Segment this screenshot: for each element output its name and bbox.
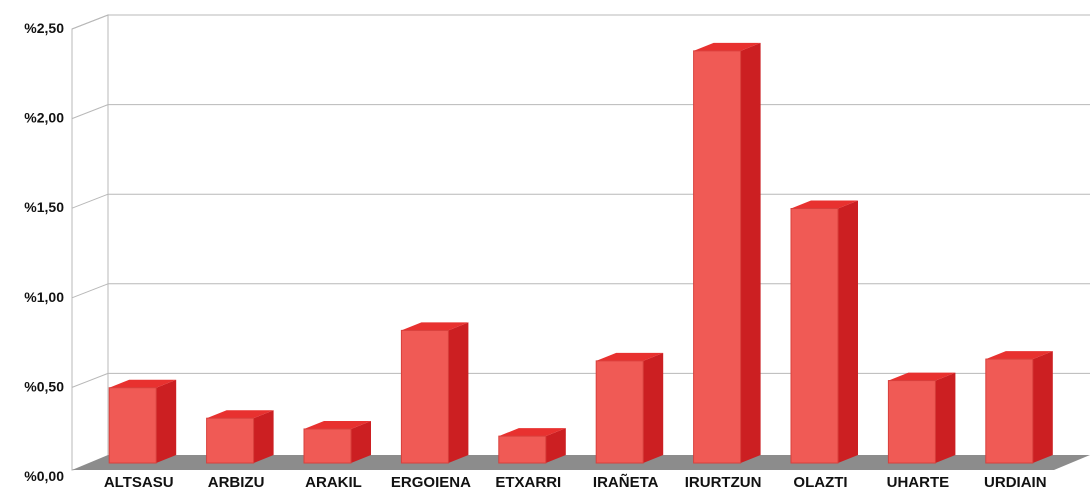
gridline-side bbox=[71, 104, 109, 120]
bar bbox=[400, 322, 469, 464]
bar bbox=[206, 410, 274, 464]
bar-top bbox=[401, 322, 469, 331]
bar-side bbox=[740, 42, 761, 464]
bar-side bbox=[643, 352, 664, 463]
bar-front bbox=[108, 387, 157, 464]
bar-top bbox=[985, 351, 1053, 360]
bar-side bbox=[448, 322, 469, 463]
x-tick-label: OLAZTI bbox=[793, 474, 847, 491]
bar-side bbox=[351, 420, 371, 463]
x-tick-label: ALTSASU bbox=[104, 474, 174, 491]
x-tick-label: URDIAIN bbox=[984, 474, 1047, 491]
bar-top bbox=[596, 352, 664, 361]
bar-side bbox=[838, 200, 858, 463]
bar-top bbox=[206, 410, 274, 419]
bar-top bbox=[109, 379, 177, 388]
x-tick-label: IRAÑETA bbox=[593, 473, 659, 491]
bar bbox=[790, 200, 858, 464]
y-tick-label: %1,00 bbox=[24, 289, 64, 305]
bar-top bbox=[498, 428, 566, 437]
bar bbox=[693, 42, 761, 464]
bars bbox=[108, 42, 1053, 464]
x-tick-label: ERGOIENA bbox=[391, 474, 471, 491]
bar-top bbox=[304, 420, 371, 429]
bar-front bbox=[498, 435, 547, 464]
x-tick-label: IRURTZUN bbox=[685, 474, 762, 491]
bar-side bbox=[156, 379, 177, 463]
y-tick-label: %2,50 bbox=[24, 20, 64, 36]
x-tick-label: ETXARRI bbox=[495, 474, 561, 491]
bar-side bbox=[935, 372, 956, 463]
bar-front bbox=[303, 428, 352, 464]
x-tick-label: UHARTE bbox=[887, 474, 950, 491]
gridline-side bbox=[71, 283, 109, 299]
bar-front bbox=[206, 417, 255, 464]
y-tick-label: %0,50 bbox=[24, 378, 64, 394]
bar bbox=[108, 379, 177, 464]
gridline-side bbox=[71, 372, 109, 388]
bar-front bbox=[790, 208, 839, 464]
bar-front bbox=[985, 358, 1034, 464]
bar bbox=[595, 352, 664, 464]
bar-front bbox=[693, 50, 742, 464]
bar-side bbox=[253, 410, 274, 463]
y-tick-label: %1,50 bbox=[24, 199, 64, 215]
bar-front bbox=[400, 329, 449, 464]
bar-front bbox=[887, 380, 936, 464]
bar-top bbox=[888, 372, 956, 381]
bar bbox=[985, 351, 1053, 464]
gridline-side bbox=[71, 14, 109, 30]
bar bbox=[303, 420, 371, 464]
x-tick-label: ARAKIL bbox=[305, 474, 362, 491]
bar-top bbox=[693, 42, 761, 51]
gridlines bbox=[71, 14, 1090, 471]
bar-side bbox=[545, 428, 566, 463]
gridline-side bbox=[71, 193, 109, 209]
y-tick-label: %0,00 bbox=[24, 468, 64, 484]
bar-front bbox=[595, 360, 644, 464]
bar-top bbox=[791, 200, 858, 209]
bar bbox=[887, 372, 956, 464]
x-axis-labels: ALTSASU ARBIZU ARAKIL ERGOIENA ETXARRI IRAÑET… bbox=[104, 473, 1047, 491]
y-tick-label: %2,00 bbox=[24, 110, 64, 126]
y-axis: %0,00 %0,50 %1,00 %1,50 %2,00 %2,50 bbox=[24, 20, 64, 484]
bar-side bbox=[1032, 351, 1053, 463]
x-tick-label: ARBIZU bbox=[208, 474, 265, 491]
bar bbox=[498, 428, 566, 464]
left-wall bbox=[71, 14, 109, 471]
